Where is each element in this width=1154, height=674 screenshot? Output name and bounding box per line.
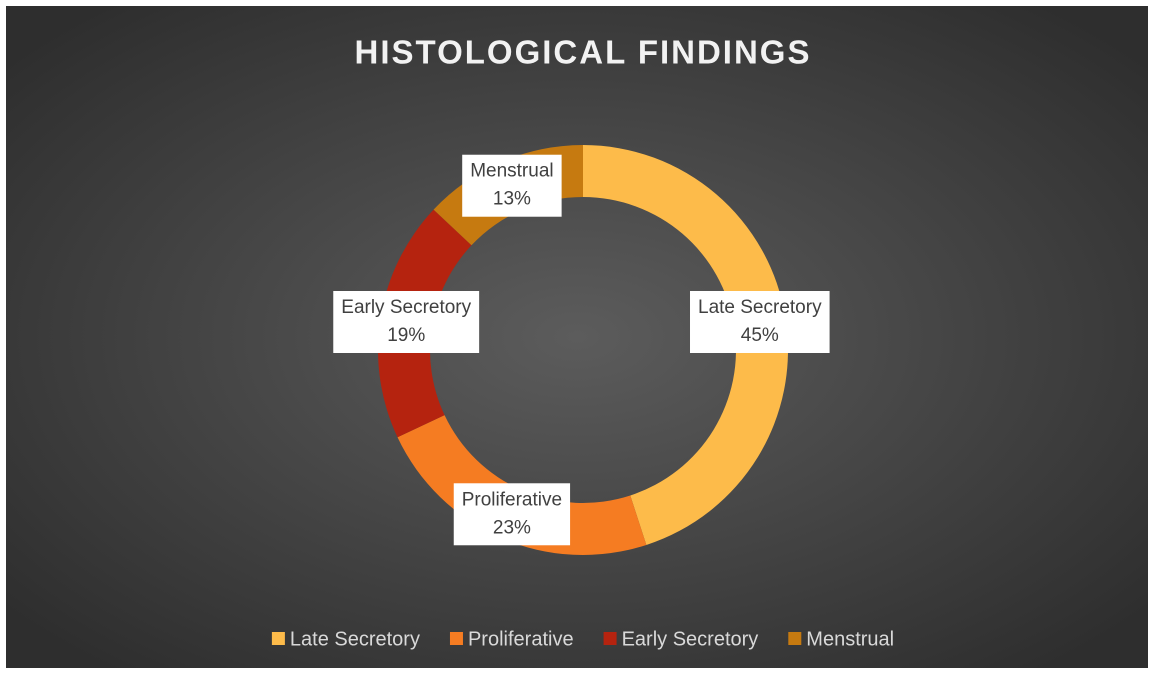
data-label-box (453, 483, 571, 546)
legend-swatch (271, 632, 285, 645)
donut-segment (397, 415, 647, 556)
legend-label: Proliferative (468, 628, 574, 650)
legend-swatch (603, 632, 617, 645)
chart-background (6, 6, 1148, 668)
legend-label: Late Secretory (290, 628, 420, 650)
legend: Late Secretory Proliferative Early Secreto… (271, 628, 894, 650)
data-label: Menstrual 13% (462, 154, 562, 217)
data-label-box (690, 290, 830, 353)
data-label-box (333, 290, 480, 353)
legend-swatch (449, 632, 463, 645)
data-label-value: 13% (493, 189, 531, 210)
donut-segment (583, 145, 789, 545)
data-label-value: 19% (387, 325, 425, 346)
data-label-value: 23% (493, 517, 531, 538)
data-label-category: Early Secretory (341, 297, 471, 318)
data-label: Early Secretory 19% (333, 290, 480, 353)
data-label: Proliferative 23% (453, 483, 571, 546)
data-label-category: Proliferative (462, 489, 562, 510)
data-label-box (462, 154, 562, 217)
chart-title: HISTOLOGICAL FINDINGS (355, 34, 812, 71)
legend-label: Menstrual (806, 628, 894, 650)
legend-swatch (788, 632, 802, 645)
data-label-category: Late Secretory (698, 297, 822, 318)
legend-label: Early Secretory (622, 628, 759, 650)
data-label-category: Menstrual (470, 161, 553, 182)
data-label-value: 45% (741, 325, 779, 346)
data-label: Late Secretory 45% (690, 290, 830, 353)
